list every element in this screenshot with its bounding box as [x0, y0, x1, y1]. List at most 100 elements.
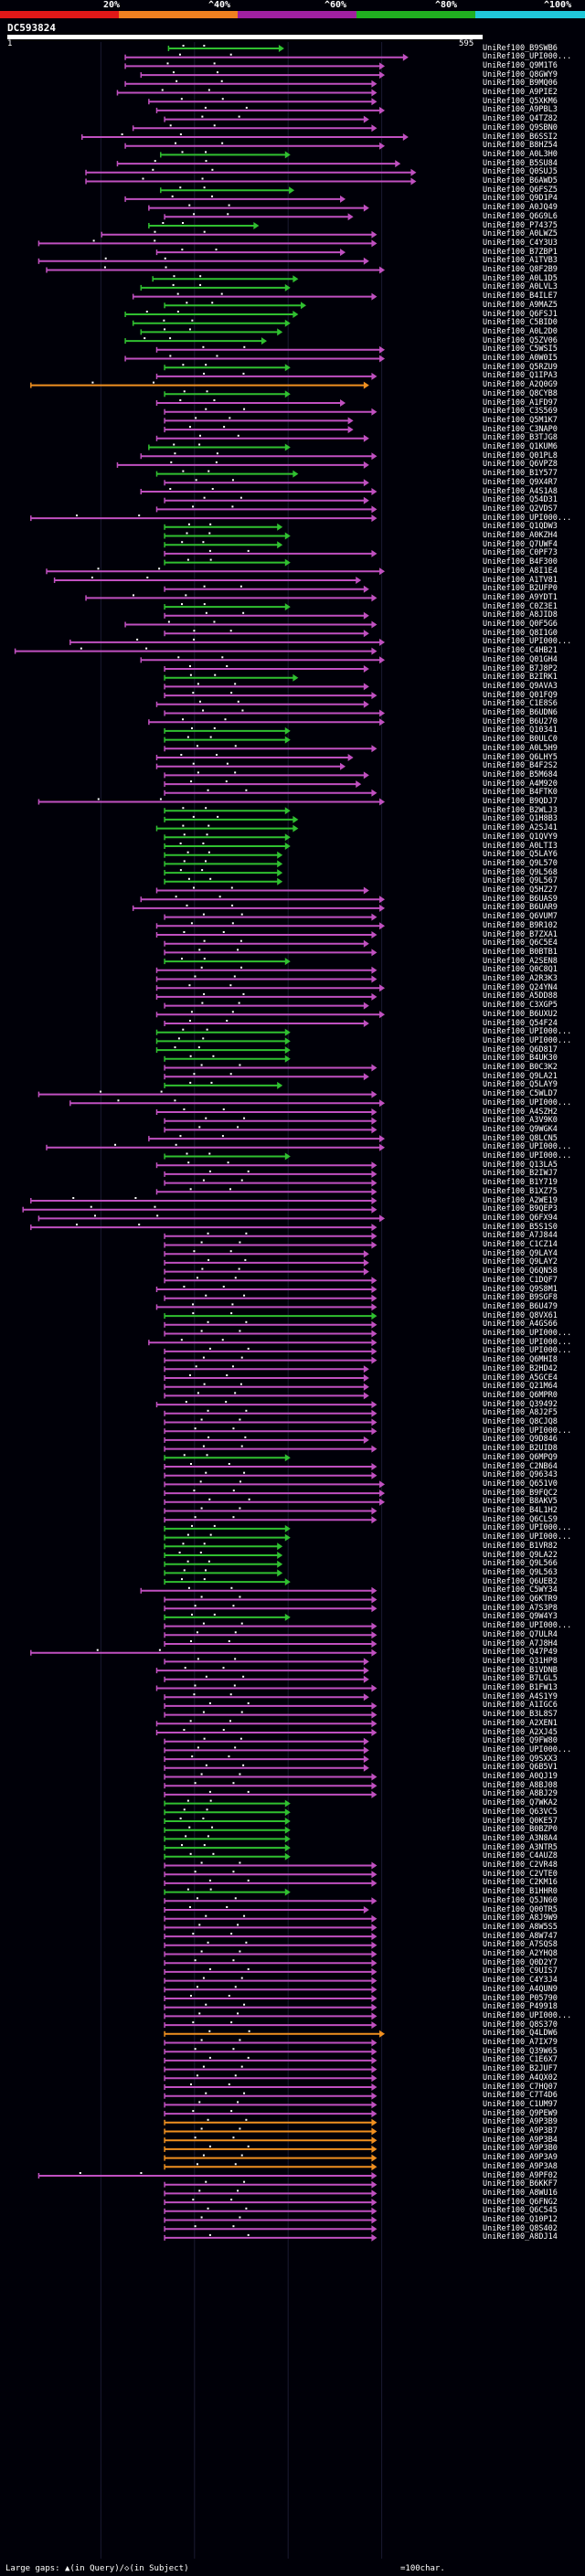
hit-label[interactable]: UniRef100_A9PIE2	[483, 88, 558, 97]
hit-label[interactable]: UniRef100_UPI000...	[483, 1035, 572, 1045]
hit-label[interactable]: UniRef100_UPI000...	[483, 1329, 572, 1338]
hit-label[interactable]: UniRef100_B2WLJ3	[483, 805, 558, 815]
hit-label[interactable]: UniRef100_C1UM97	[483, 2099, 558, 2109]
hit-label[interactable]: UniRef100_Q6FSJ1	[483, 309, 558, 319]
hit-label[interactable]: UniRef100_Q9AVA3	[483, 681, 558, 691]
hit-label[interactable]: UniRef100_Q8F2B9	[483, 265, 558, 274]
hit-label[interactable]: UniRef100_Q6MHI8	[483, 1355, 558, 1365]
hit-label[interactable]: UniRef100_Q8LCN5	[483, 1133, 558, 1143]
hit-label[interactable]: UniRef100_Q7WKA2	[483, 1798, 558, 1808]
hit-label[interactable]: UniRef100_A0L1D5	[483, 273, 558, 283]
hit-label[interactable]: UniRef100_Q5LAY6	[483, 850, 558, 860]
hit-label[interactable]: UniRef100_Q9LA22	[483, 1550, 558, 1560]
hit-label[interactable]: UniRef100_B9SWB6	[483, 43, 558, 53]
hit-label[interactable]: UniRef100_B2UID8	[483, 1444, 558, 1454]
hit-label[interactable]: UniRef100_Q9S8M1	[483, 1284, 558, 1294]
hit-label[interactable]: UniRef100_B2IWJ7	[483, 1169, 558, 1179]
hit-label[interactable]: UniRef100_C4Y3J4	[483, 1976, 558, 1986]
hit-label[interactable]: UniRef100_B4L1H2	[483, 1506, 558, 1515]
hit-label[interactable]: UniRef100_A9P3A9	[483, 2153, 558, 2163]
hit-label[interactable]: UniRef100_A2R3K3	[483, 974, 558, 983]
hit-label[interactable]: UniRef100_A9P3B4	[483, 2135, 558, 2145]
hit-label[interactable]: UniRef100_B6UDN6	[483, 708, 558, 717]
hit-label[interactable]: UniRef100_A4SZH2	[483, 1107, 558, 1117]
hit-label[interactable]: UniRef100_Q31HP8	[483, 1656, 558, 1666]
hit-label[interactable]: UniRef100_A5DD88	[483, 991, 558, 1002]
hit-label[interactable]: UniRef100_B7ZBP1	[483, 247, 558, 257]
hit-label[interactable]: UniRef100_A0JQ49	[483, 203, 558, 213]
hit-label[interactable]: UniRef100_A0L3H0	[483, 149, 558, 159]
hit-label[interactable]: UniRef100_C2NB64	[483, 1461, 558, 1471]
hit-label[interactable]: UniRef100_Q6MPR0	[483, 1390, 558, 1400]
hit-label[interactable]: UniRef100_A0W0I5	[483, 354, 558, 363]
hit-label[interactable]: UniRef100_B0BTB1	[483, 947, 558, 957]
hit-label[interactable]: UniRef100_B1VR82	[483, 1541, 558, 1551]
hit-label[interactable]: UniRef100_Q9LAY2	[483, 1257, 558, 1267]
hit-label[interactable]: UniRef100_Q0SUJ5	[483, 167, 558, 177]
hit-label[interactable]: UniRef100_Q4LDW6	[483, 2029, 558, 2039]
hit-label[interactable]: UniRef100_B2IRK1	[483, 673, 558, 683]
hit-label[interactable]: UniRef100_A8J9W9	[483, 1913, 558, 1924]
hit-label[interactable]: UniRef100_Q9L563	[483, 1567, 558, 1577]
hit-label[interactable]: UniRef100_A2Q0G9	[483, 380, 558, 390]
hit-label[interactable]: UniRef100_A4S1A8	[483, 486, 558, 496]
hit-label[interactable]: UniRef100_B6UAS9	[483, 894, 558, 904]
hit-label[interactable]: UniRef100_B8HZ54	[483, 141, 558, 151]
hit-label[interactable]: UniRef100_UPI000...	[483, 1621, 572, 1631]
hit-label[interactable]: UniRef100_Q5RZU9	[483, 362, 558, 372]
hit-label[interactable]: UniRef100_Q6C5E4	[483, 938, 558, 949]
hit-label[interactable]: UniRef100_Q2VDS7	[483, 504, 558, 514]
hit-label[interactable]: UniRef100_B1FW13	[483, 1683, 558, 1692]
hit-label[interactable]: UniRef100_B1Y719	[483, 1178, 558, 1188]
hit-label[interactable]: UniRef100_A3N8A4	[483, 1833, 558, 1843]
hit-label[interactable]: UniRef100_Q8VX61	[483, 1310, 558, 1320]
hit-label[interactable]: UniRef100_B7ZXA1	[483, 929, 558, 939]
hit-label[interactable]: UniRef100_UPI000...	[483, 1426, 572, 1436]
hit-label[interactable]: UniRef100_Q24YN4	[483, 982, 558, 992]
hit-label[interactable]: UniRef100_Q6FSZ5	[483, 185, 558, 195]
hit-label[interactable]: UniRef100_UPI000...	[483, 1744, 572, 1754]
hit-label[interactable]: UniRef100_Q6KTR9	[483, 1595, 558, 1604]
hit-label[interactable]: UniRef100_Q6QN58	[483, 1267, 558, 1277]
hit-label[interactable]: UniRef100_B6AWD5	[483, 176, 558, 186]
hit-label[interactable]: UniRef100_A1TVB3	[483, 256, 558, 266]
hit-label[interactable]: UniRef100_Q5HZ27	[483, 885, 558, 895]
hit-label[interactable]: UniRef100_C4HB21	[483, 646, 558, 656]
hit-label[interactable]: UniRef100_Q1IPA3	[483, 371, 558, 381]
hit-label[interactable]: UniRef100_Q9L567	[483, 876, 558, 886]
hit-label[interactable]: UniRef100_Q7ULR4	[483, 1629, 558, 1639]
hit-label[interactable]: UniRef100_Q39492	[483, 1399, 558, 1409]
hit-label[interactable]: UniRef100_A2XJ45	[483, 1727, 558, 1737]
hit-label[interactable]: UniRef100_B6UAR9	[483, 903, 558, 913]
hit-label[interactable]: UniRef100_C2VR48	[483, 1860, 558, 1870]
hit-label[interactable]: UniRef100_Q9D846	[483, 1435, 558, 1445]
hit-label[interactable]: UniRef100_B4ILE7	[483, 292, 558, 302]
hit-label[interactable]: UniRef100_UPI000...	[483, 1097, 572, 1108]
hit-label[interactable]: UniRef100_A8BJ08	[483, 1780, 558, 1790]
hit-label[interactable]: UniRef100_B5M684	[483, 769, 558, 779]
hit-label[interactable]: UniRef100_B8AKV5	[483, 1497, 558, 1507]
hit-label[interactable]: UniRef100_Q8I1G0	[483, 628, 558, 638]
hit-label[interactable]: UniRef100_A0LWZ5	[483, 229, 558, 239]
hit-label[interactable]: UniRef100_A7SQS8	[483, 1940, 558, 1950]
hit-label[interactable]: UniRef100_A2SJ41	[483, 823, 558, 833]
hit-label[interactable]: UniRef100_Q0KE57	[483, 1816, 558, 1826]
hit-label[interactable]: UniRef100_Q7UWF4	[483, 539, 558, 549]
hit-label[interactable]: UniRef100_A8WU16	[483, 2188, 558, 2198]
hit-label[interactable]: UniRef100_Q0C8Q1	[483, 965, 558, 975]
hit-label[interactable]: UniRef100_Q6C545	[483, 2206, 558, 2216]
hit-label[interactable]: UniRef100_B5S1S0	[483, 1222, 558, 1232]
hit-label[interactable]: UniRef100_A0QJ19	[483, 1772, 558, 1781]
hit-label[interactable]: UniRef100_UPI000...	[483, 1346, 572, 1356]
hit-label[interactable]: UniRef100_UPI000...	[483, 2010, 572, 2020]
hit-label[interactable]: UniRef100_Q5M1K7	[483, 415, 558, 425]
hit-label[interactable]: UniRef100_Q9LAY4	[483, 1248, 558, 1258]
hit-label[interactable]: UniRef100_A3NTR5	[483, 1842, 558, 1852]
hit-label[interactable]: UniRef100_Q6B5V1	[483, 1763, 558, 1773]
hit-label[interactable]: UniRef100_UPI000...	[483, 637, 572, 647]
hit-label[interactable]: UniRef100_Q6FNG2	[483, 2197, 558, 2207]
hit-label[interactable]: UniRef100_A2YHQ8	[483, 1949, 558, 1958]
hit-label[interactable]: UniRef100_A8BJ29	[483, 1789, 558, 1799]
hit-label[interactable]: UniRef100_A2XEN1	[483, 1718, 558, 1728]
hit-label[interactable]: UniRef100_A0LTI3	[483, 841, 558, 851]
